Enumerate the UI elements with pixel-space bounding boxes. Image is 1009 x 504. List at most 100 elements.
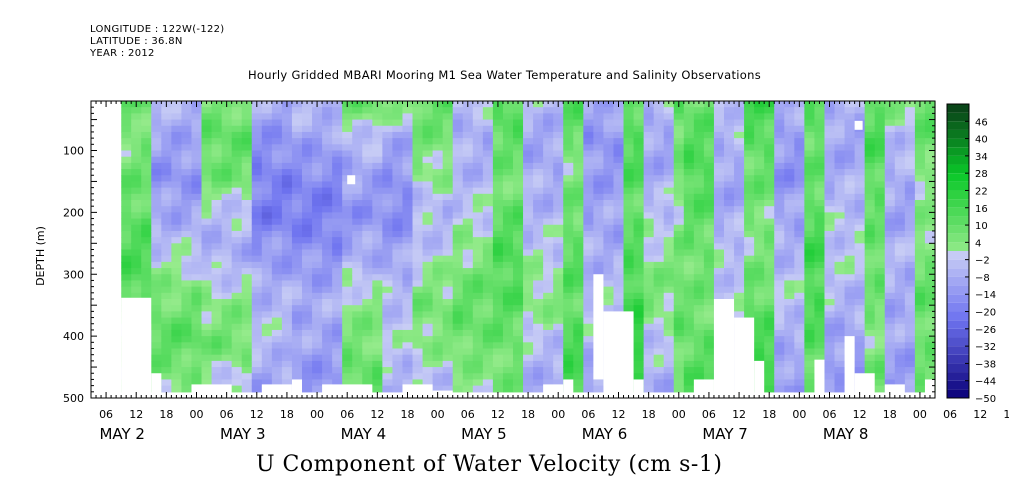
heatmap-cell <box>914 156 926 164</box>
heatmap-cell <box>271 212 283 220</box>
heatmap-cell <box>734 107 745 114</box>
heatmap-cell <box>563 150 574 158</box>
heatmap-cell <box>492 329 504 337</box>
heatmap-cell <box>794 286 805 294</box>
heatmap-cell <box>502 156 514 164</box>
heatmap-cell <box>221 113 233 121</box>
heatmap-cell <box>844 249 856 257</box>
heatmap-cell <box>663 181 675 189</box>
heatmap-cell <box>784 354 795 362</box>
heatmap-cell <box>352 274 363 282</box>
heatmap-cell <box>161 292 172 300</box>
heatmap-cell <box>884 323 896 331</box>
heatmap-cell <box>904 125 916 133</box>
heatmap-cell <box>161 187 172 195</box>
heatmap-cell <box>151 255 162 263</box>
heatmap-cell <box>382 311 394 319</box>
heatmap-cell <box>553 218 564 226</box>
heatmap-cell <box>482 125 494 133</box>
heatmap-cell <box>392 292 404 300</box>
heatmap-cell <box>663 169 675 176</box>
heatmap-cell <box>312 113 323 121</box>
heatmap-cell <box>281 379 293 387</box>
heatmap-cell <box>121 230 132 238</box>
heatmap-cell <box>784 249 795 257</box>
heatmap-cell <box>543 144 554 152</box>
heatmap-cells <box>121 101 936 393</box>
heatmap-cell <box>241 206 253 213</box>
heatmap-cell <box>191 274 203 282</box>
heatmap-cell <box>513 162 524 170</box>
heatmap-cell <box>312 305 323 312</box>
heatmap-cell <box>533 323 544 331</box>
heatmap-cell <box>442 342 454 350</box>
heatmap-cell <box>472 286 484 294</box>
heatmap-cell <box>673 367 685 374</box>
heatmap-cell <box>744 280 755 288</box>
heatmap-cell <box>663 101 675 108</box>
heatmap-cell <box>764 373 775 381</box>
heatmap-cell <box>161 367 172 374</box>
heatmap-cell <box>312 107 323 114</box>
heatmap-cell <box>603 243 615 251</box>
heatmap-cell <box>894 367 906 374</box>
heatmap-cell <box>824 125 836 133</box>
heatmap-cell <box>472 342 484 350</box>
heatmap-cell <box>322 237 333 244</box>
heatmap-cell <box>643 379 655 387</box>
heatmap-cell <box>844 243 856 251</box>
heatmap-cell <box>794 299 805 306</box>
heatmap-cell <box>834 175 846 183</box>
heatmap-cell <box>281 360 293 368</box>
heatmap-cell <box>603 150 615 158</box>
heatmap-cell <box>643 119 655 127</box>
heatmap-cell <box>693 286 705 294</box>
heatmap-cell <box>553 336 564 343</box>
heatmap-cell <box>713 113 725 121</box>
heatmap-cell <box>703 181 715 189</box>
heatmap-cell <box>824 107 836 114</box>
heatmap-cell <box>683 311 695 319</box>
heatmap-cell <box>874 175 886 183</box>
heatmap-cell <box>734 299 745 306</box>
heatmap-cell <box>412 243 424 251</box>
heatmap-cell <box>502 354 514 362</box>
heatmap-cell <box>844 305 856 312</box>
heatmap-cell <box>914 138 926 145</box>
heatmap-cell <box>442 292 454 300</box>
heatmap-cell <box>724 243 735 251</box>
heatmap-cell <box>291 249 303 257</box>
heatmap-cell <box>231 317 243 325</box>
heatmap-cell <box>251 150 263 158</box>
heatmap-cell <box>784 342 795 350</box>
heatmap-cell <box>663 348 675 356</box>
heatmap-cell <box>442 138 454 145</box>
heatmap-cell <box>904 336 916 343</box>
heatmap-cell <box>754 305 765 312</box>
heatmap-cell <box>824 280 836 288</box>
heatmap-cell <box>382 329 394 337</box>
heatmap-cell <box>844 212 856 220</box>
heatmap-cell <box>291 274 303 282</box>
heatmap-cell <box>864 249 876 257</box>
heatmap-cell <box>633 336 645 343</box>
heatmap-cell <box>864 342 876 350</box>
heatmap-cell <box>573 200 584 207</box>
heatmap-cell <box>543 107 554 114</box>
heatmap-cell <box>794 144 805 152</box>
heatmap-cell <box>513 224 524 232</box>
heatmap-cell <box>523 360 534 368</box>
heatmap-cell <box>372 230 383 238</box>
heatmap-cell <box>151 131 162 139</box>
heatmap-cell <box>734 224 745 232</box>
heatmap-cell <box>191 323 203 331</box>
heatmap-cell <box>884 268 896 275</box>
heatmap-cell <box>492 107 504 114</box>
heatmap-cell <box>663 367 675 374</box>
heatmap-cell <box>261 305 273 312</box>
heatmap-cell <box>392 131 404 139</box>
heatmap-cell <box>302 311 313 319</box>
heatmap-cell <box>161 218 172 226</box>
heatmap-cell <box>683 305 695 312</box>
heatmap-cell <box>281 131 293 139</box>
